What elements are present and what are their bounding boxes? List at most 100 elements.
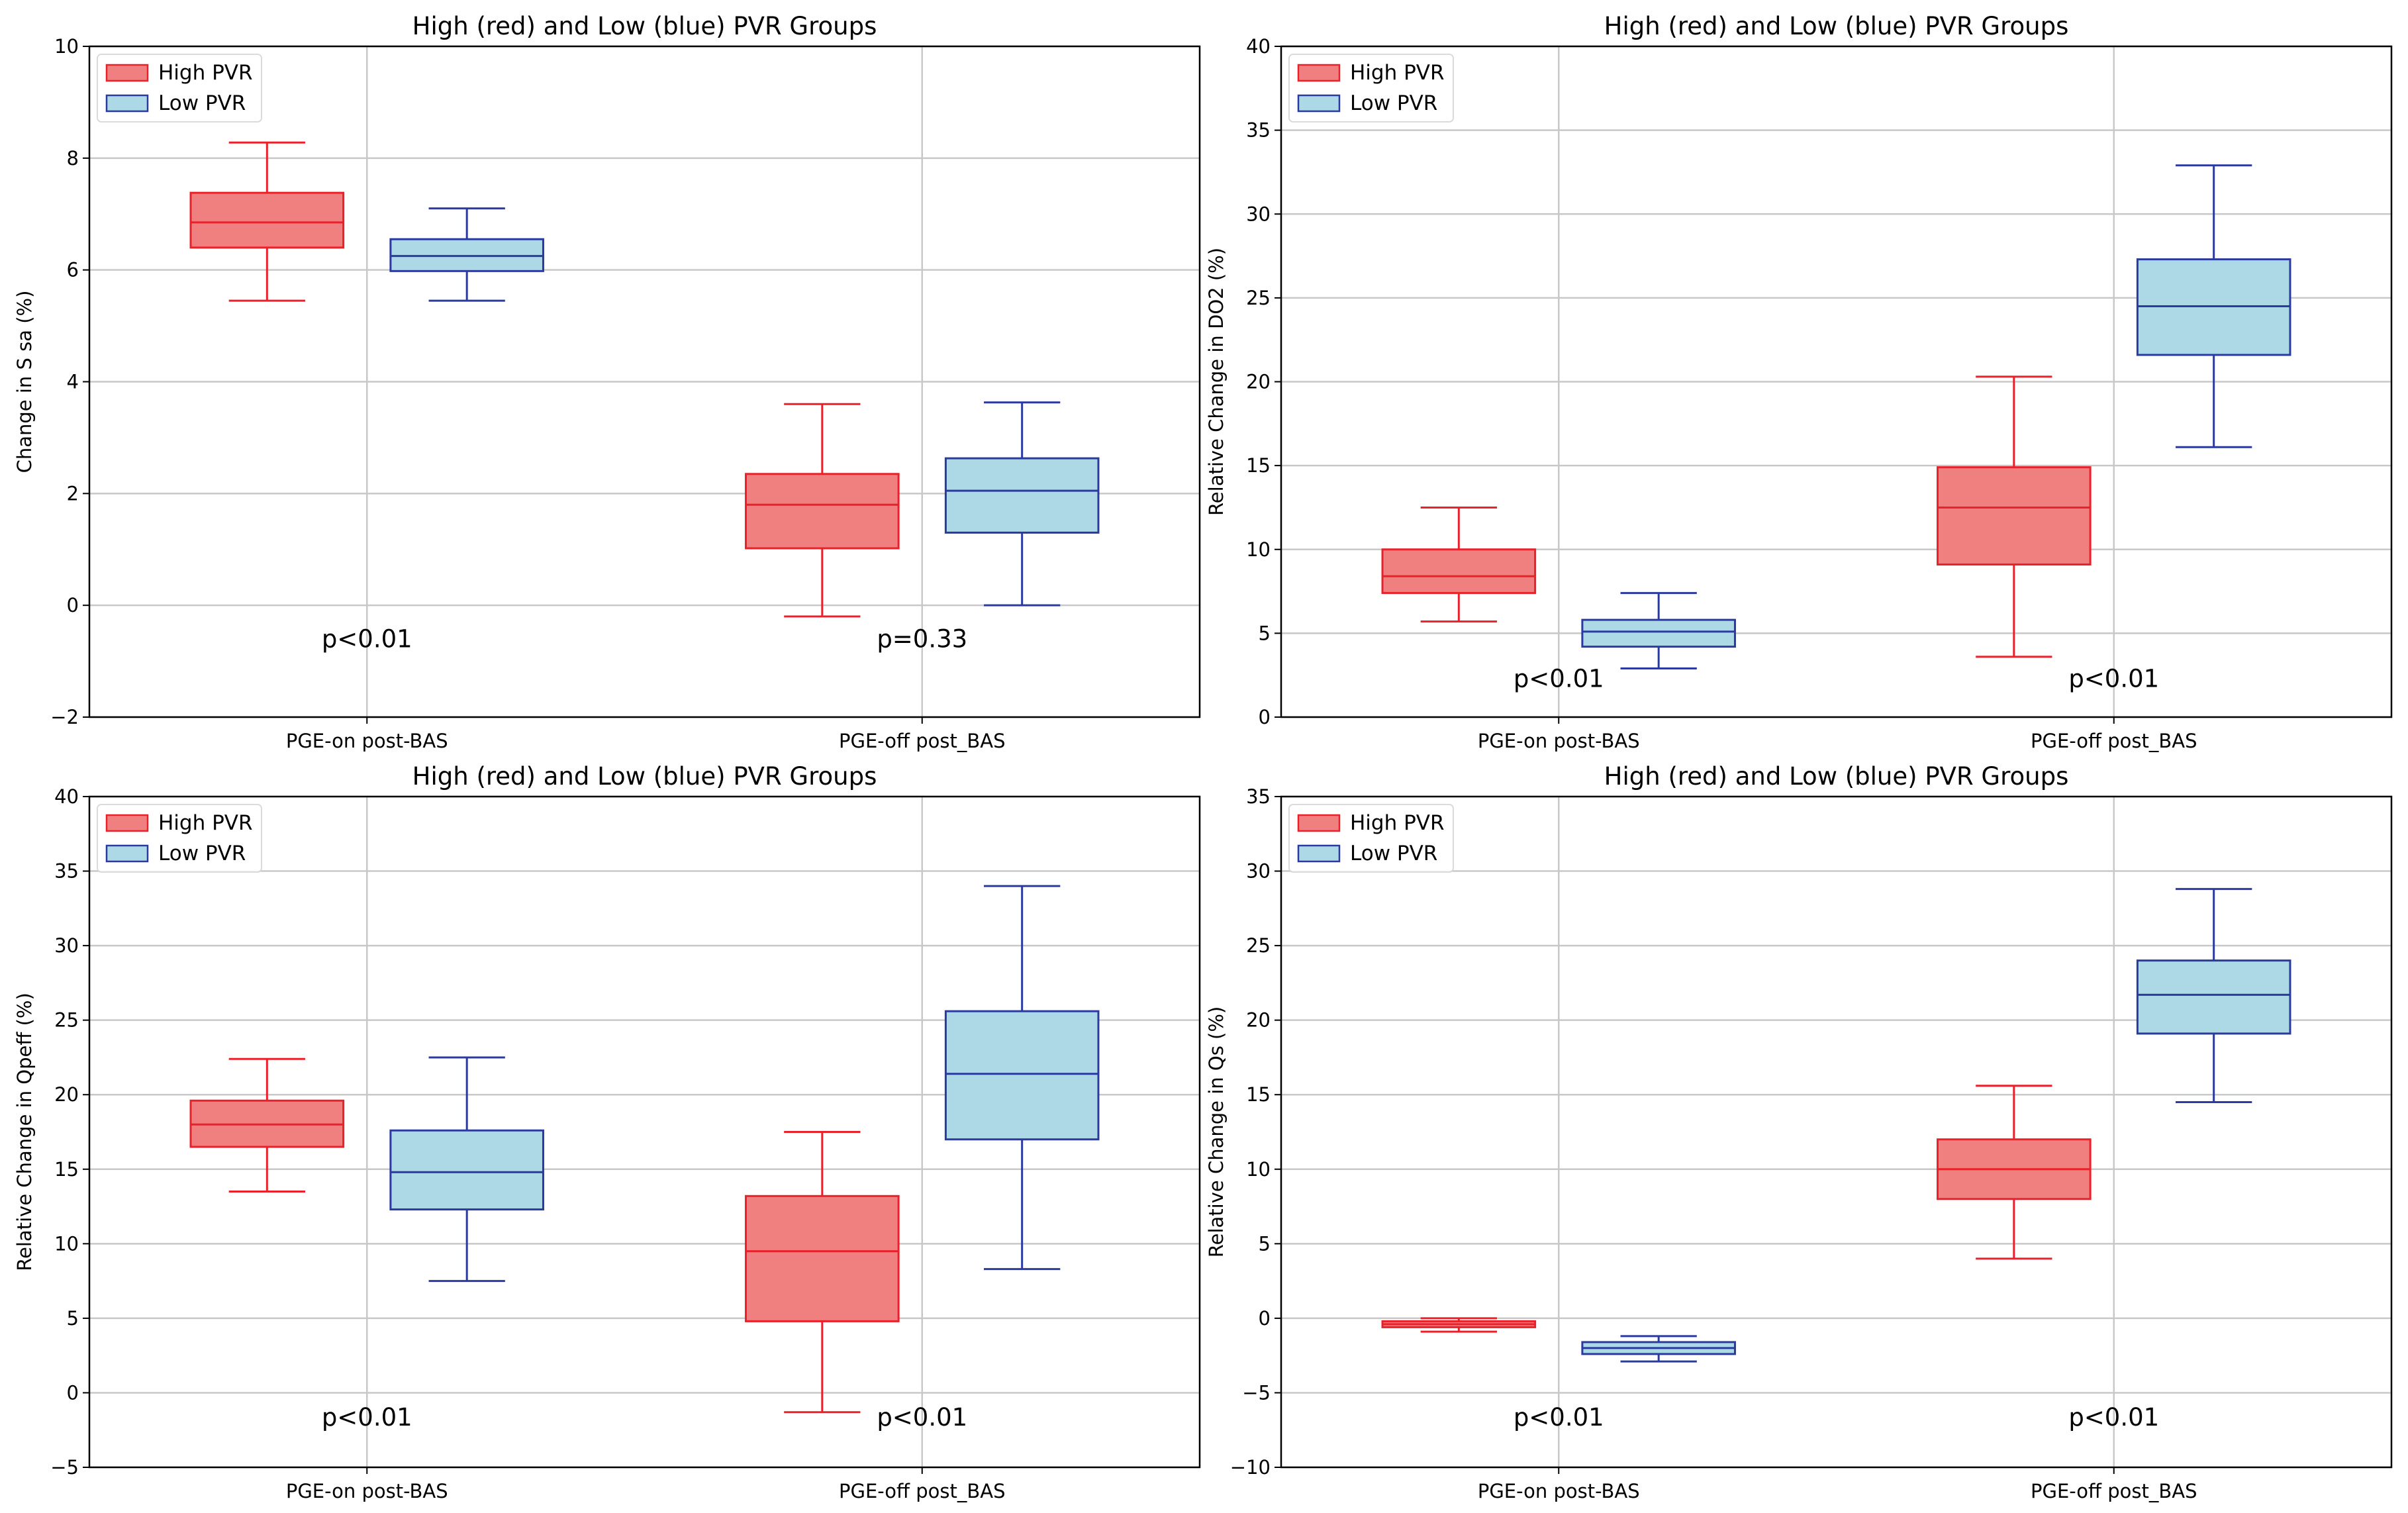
low-pvr-box-2	[2136, 888, 2291, 1103]
legend-label: Low PVR	[158, 91, 246, 115]
y-tick-label: 20	[1246, 1009, 1271, 1032]
y-tick-label: 10	[1246, 1158, 1271, 1181]
y-tick-label: 10	[1246, 538, 1271, 561]
y-tick-label: 40	[54, 785, 79, 808]
legend-label: High PVR	[158, 61, 253, 85]
iqr-box	[1381, 548, 1537, 595]
plot-frame	[1280, 795, 2393, 1469]
iqr-box	[1937, 466, 2092, 566]
y-tick-label: 25	[54, 1009, 79, 1032]
legend: High PVR Low PVR	[1288, 804, 1454, 873]
y-tick-label: 35	[1246, 785, 1271, 808]
y-tick-label: 0	[1259, 706, 1271, 728]
y-tick-label: 0	[67, 1381, 79, 1404]
p-value-annotation: p<0.01	[1514, 664, 1604, 693]
x-tick-label: PGE-on post-BAS	[1478, 1480, 1640, 1502]
chart-panel-4: High (red) and Low (blue) PVR Groups −10 −…	[1205, 762, 2393, 1502]
plot-frame	[88, 795, 1201, 1469]
y-tick-label: 25	[1246, 287, 1271, 309]
y-tick-label: 2	[67, 482, 79, 505]
p-value-annotation: p=0.33	[877, 624, 967, 653]
legend: High PVR Low PVR	[97, 54, 262, 122]
chart-panel-2: High (red) and Low (blue) PVR Groups 0 5 10…	[1205, 12, 2393, 752]
p-value-annotation: p<0.01	[877, 1403, 967, 1432]
y-tick-label: 30	[1246, 860, 1271, 883]
high-pvr-box-1	[1381, 506, 1537, 623]
y-tick-label: 8	[67, 147, 79, 170]
y-tick-label: 5	[67, 1307, 79, 1330]
x-tick-label: PGE-off post_BAS	[2031, 1480, 2197, 1502]
y-tick-label: −10	[1230, 1456, 1271, 1479]
y-tick-label: 0	[67, 594, 79, 616]
legend-label: High PVR	[1350, 811, 1445, 835]
high-pvr-box-2	[1937, 375, 2092, 658]
p-value-annotation: p<0.01	[2068, 1403, 2159, 1432]
x-tick-label: PGE-off post_BAS	[839, 1480, 1006, 1502]
low-pvr-box-2	[2136, 164, 2291, 448]
p-value-annotation: p<0.01	[322, 624, 412, 653]
y-tick-label: 4	[67, 371, 79, 393]
y-axis-label: Relative Change in Qpeff (%)	[13, 993, 36, 1271]
p-value-annotation: p<0.01	[2068, 664, 2159, 693]
legend: High PVR Low PVR	[97, 804, 262, 873]
legend-swatch	[1297, 94, 1341, 113]
x-tick-label: PGE-off post_BAS	[839, 730, 1006, 752]
y-tick-label: −2	[50, 706, 79, 728]
y-tick-label: 20	[54, 1083, 79, 1106]
high-pvr-box-1	[189, 1057, 345, 1193]
iqr-box	[189, 191, 345, 249]
y-tick-label: 5	[1259, 622, 1271, 644]
low-pvr-box-2	[944, 885, 1100, 1271]
iqr-box	[389, 1129, 544, 1211]
plot-frame	[88, 45, 1201, 718]
chart-panel-1: High (red) and Low (blue) PVR Groups −2 0 2…	[13, 12, 1201, 752]
y-tick-label: 20	[1246, 371, 1271, 393]
y-tick-label: 35	[54, 860, 79, 883]
legend-swatch	[105, 814, 149, 832]
low-pvr-box-1	[389, 1056, 544, 1283]
y-tick-label: −5	[50, 1456, 79, 1479]
legend-swatch	[1297, 844, 1341, 863]
legend-swatch	[1297, 64, 1341, 82]
y-tick-label: 5	[1259, 1232, 1271, 1255]
low-pvr-box-1	[1581, 1335, 1736, 1363]
legend-label: Low PVR	[1350, 91, 1437, 115]
p-value-annotation: p<0.01	[1514, 1403, 1604, 1432]
low-pvr-box-2	[944, 401, 1100, 607]
p-value-annotation: p<0.01	[322, 1403, 412, 1432]
y-tick-label: 10	[54, 35, 79, 58]
y-tick-label: 40	[1246, 35, 1271, 58]
y-axis-label: Relative Change in Qs (%)	[1205, 1006, 1228, 1257]
legend-swatch	[105, 844, 149, 863]
x-tick-label: PGE-off post_BAS	[2031, 730, 2197, 752]
plot-frame	[1280, 45, 2393, 718]
y-tick-label: 0	[1259, 1307, 1271, 1330]
y-tick-label: −5	[1242, 1381, 1271, 1404]
iqr-box	[944, 457, 1100, 534]
legend: High PVR Low PVR	[1288, 54, 1454, 122]
y-tick-label: 35	[1246, 119, 1271, 142]
y-axis-label: Relative Change in DO2 (%)	[1205, 248, 1228, 516]
legend-label: High PVR	[1350, 61, 1445, 85]
y-axis-label: Change in S sa (%)	[13, 291, 36, 473]
x-tick-label: PGE-on post-BAS	[286, 1480, 448, 1502]
y-tick-label: 15	[54, 1158, 79, 1181]
chart-title: High (red) and Low (blue) PVR Groups	[412, 762, 877, 791]
high-pvr-box-2	[745, 1131, 900, 1414]
y-tick-label: 15	[1246, 454, 1271, 477]
y-tick-label: 25	[1246, 934, 1271, 957]
chart-title: High (red) and Low (blue) PVR Groups	[412, 12, 877, 40]
low-pvr-box-1	[1581, 592, 1736, 670]
y-tick-label: 30	[54, 934, 79, 957]
x-tick-label: PGE-on post-BAS	[286, 730, 448, 752]
low-pvr-box-1	[389, 207, 544, 302]
legend-label: Low PVR	[1350, 842, 1437, 865]
legend-swatch	[105, 94, 149, 113]
legend-swatch	[1297, 814, 1341, 832]
iqr-box	[944, 1010, 1100, 1141]
legend-label: High PVR	[158, 811, 253, 835]
iqr-box	[2136, 959, 2291, 1035]
legend-label: Low PVR	[158, 842, 246, 865]
chart-title: High (red) and Low (blue) PVR Groups	[1604, 12, 2069, 40]
y-tick-label: 15	[1246, 1083, 1271, 1106]
